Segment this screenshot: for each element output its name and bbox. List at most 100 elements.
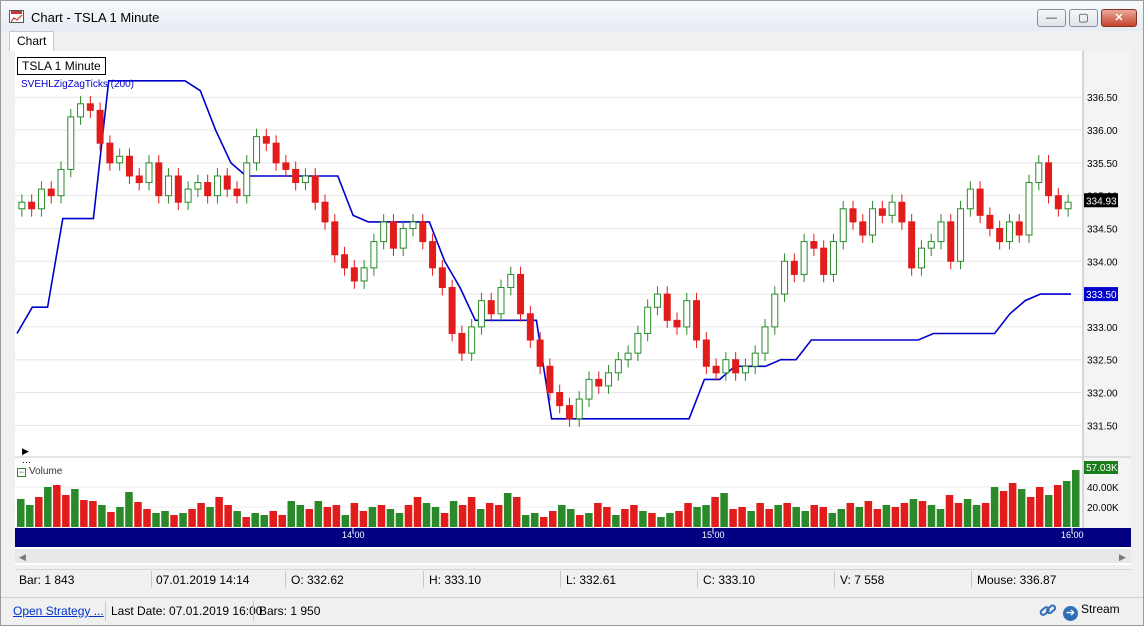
volume-bar [729,509,737,527]
volume-bar [756,503,764,527]
volume-bar [819,507,828,527]
open-strategy-link[interactable]: Open Strategy ... [13,604,104,618]
collapse-icon[interactable]: − [17,467,26,477]
zigzag-line [16,79,1071,420]
volume-bar [612,515,620,527]
volume-bar [765,509,773,527]
volume-bar [630,505,638,527]
candle-body [116,155,124,164]
volume-bar [188,509,196,527]
volume-panel-label[interactable]: − Volume [17,466,63,477]
candle-body [448,287,456,334]
candle-body [644,306,652,334]
candle-body [321,201,329,223]
candle-body [575,398,583,420]
volume-bar [170,515,178,527]
candle-body [741,365,749,374]
candle-body [546,365,554,394]
volume-bar [359,511,368,527]
close-button[interactable]: ✕ [1101,9,1137,27]
volume-bar [62,495,70,527]
candle-body [389,221,397,249]
candle-body [341,254,349,269]
candle-body [233,188,241,197]
candle-body [204,182,212,197]
candle-body [155,162,163,197]
candle-body [732,359,740,374]
volume-bar [458,505,467,527]
volume-bar [386,509,395,527]
candle-body [67,116,75,170]
volume-bar [810,505,819,527]
candle-body [1064,201,1072,210]
volume-bar [828,513,837,527]
volume-bar [603,507,611,527]
volume-bar [585,513,593,527]
candle-body [937,221,945,243]
price-tick-label: 331.50 [1087,421,1118,432]
volume-bar [422,503,431,527]
chart-area[interactable]: 331.50 332.00 332.50 333.00 333.50 334.00 334.… [15,51,1131,565]
volume-bar [323,507,332,527]
volume-bar [873,509,882,527]
candle-body [595,378,603,387]
candle-body [86,103,94,111]
horizontal-scrollbar [15,549,1131,563]
panel-arrow-icon[interactable]: ▶ ⋯ [22,446,31,467]
price-chart[interactable]: 331.50 332.00 332.50 333.00 333.50 334.00 334.… [15,51,1131,565]
candle-body [1025,182,1033,236]
volume-tick-label: 40.00K [1087,483,1119,494]
volume-bar [864,501,873,527]
candle-body [301,175,309,184]
status-close: C: 333.10 [703,573,756,587]
volume-bar [179,513,187,527]
candle-body [673,319,681,328]
title-bar[interactable]: Chart - TSLA 1 Minute — ▢ ✕ [1,1,1143,31]
volume-bar [774,505,782,527]
candle-body [820,247,828,275]
time-axis [15,528,1131,547]
candle-body [947,221,955,262]
volume-bar [395,513,404,527]
volume-bar [539,517,548,527]
status-open: O: 332.62 [291,573,344,587]
candle-body [517,273,525,315]
time-tick-label: 15:00 [702,530,725,540]
candle-body [243,162,251,197]
tab-bar: Chart [1,31,1143,51]
indicator-label: SVEHLZigZagTicks (200) [21,79,134,90]
candle-body [311,175,319,203]
bars-count: Bars: 1 950 [259,604,321,618]
volume-bar [999,491,1008,527]
volume-bar [1044,495,1053,527]
time-tick-label: 14:00 [342,530,365,540]
candle-body [957,208,965,262]
price-tick-label: 334.00 [1087,257,1118,268]
volume-bar [467,497,476,527]
candle-body [135,175,143,184]
last-price-tag [1084,193,1118,208]
volume-bar [909,499,918,527]
price-tick-label: 332.00 [1087,389,1118,400]
price-tick-label: 336.00 [1087,126,1118,137]
minimize-button[interactable]: — [1037,9,1066,27]
volume-bar [431,507,440,527]
volume-bar [125,492,133,527]
volume-bar [657,517,665,527]
volume-bar [440,513,449,527]
volume-bar [71,489,79,527]
candle-body [653,293,661,308]
volume-bar [1035,487,1044,527]
volume-bar [648,513,656,527]
status-high: H: 333.10 [429,573,482,587]
volume-bar [161,511,169,527]
maximize-button[interactable]: ▢ [1069,9,1098,27]
link-icon[interactable] [1039,603,1057,619]
volume-bar [549,511,557,527]
candle-body [1035,162,1043,184]
candle-body [380,221,388,243]
tab-chart[interactable]: Chart [9,31,55,51]
volume-bar [377,505,386,527]
stream-button[interactable]: ➔ Stream [1063,602,1120,621]
stream-play-icon: ➔ [1063,606,1078,621]
